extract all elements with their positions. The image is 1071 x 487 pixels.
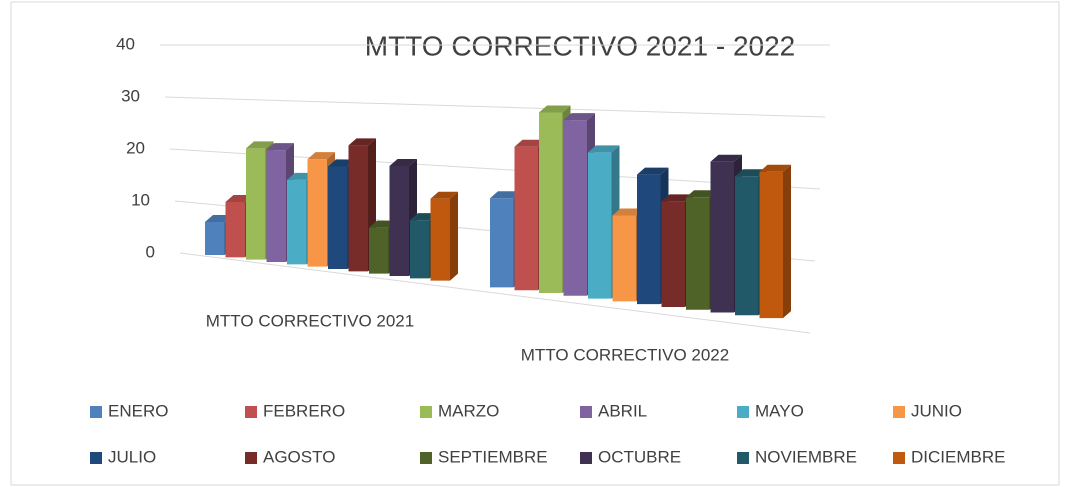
grid-line <box>179 252 811 334</box>
legend-swatch <box>580 452 592 464</box>
bar-front <box>410 220 430 279</box>
bar-top <box>686 190 718 198</box>
bar-front <box>369 227 389 274</box>
bar-front <box>563 120 587 296</box>
x-tick-label: MTTO CORRECTIVO 2022 <box>521 345 729 364</box>
legend-label: ENERO <box>108 401 168 420</box>
bar-front <box>348 145 368 272</box>
bar-front <box>490 198 514 288</box>
legend-swatch <box>420 406 432 418</box>
bar <box>430 191 458 281</box>
bar <box>759 164 791 319</box>
y-tick-label: 40 <box>116 34 135 53</box>
chart-title: MTTO CORRECTIVO 2021 - 2022 <box>365 30 796 61</box>
legend-label: MARZO <box>438 401 499 420</box>
bar-top <box>514 139 546 147</box>
bar-front <box>612 215 636 302</box>
legend-label: JULIO <box>108 447 156 466</box>
bar-top <box>348 138 376 146</box>
legend-swatch <box>90 452 102 464</box>
legend-swatch <box>893 406 905 418</box>
bar-front <box>205 222 225 255</box>
bar-top <box>389 159 417 167</box>
bar-front <box>735 176 759 316</box>
bar-front <box>759 171 783 319</box>
grid-line <box>164 96 826 118</box>
bar-top <box>307 152 335 160</box>
legend-swatch <box>737 406 749 418</box>
bar-front <box>389 166 409 276</box>
bar-front <box>539 112 563 294</box>
bar-top <box>735 169 767 177</box>
bar-front <box>328 166 348 269</box>
bar-front <box>710 161 734 313</box>
bar-top <box>637 167 669 175</box>
legend-swatch <box>245 406 257 418</box>
y-tick-label: 0 <box>146 242 155 261</box>
legend-label: SEPTIEMBRE <box>438 447 548 466</box>
bar-front <box>287 179 307 265</box>
legend-label: MAYO <box>755 401 804 420</box>
bar-top <box>759 164 791 172</box>
legend-swatch <box>580 406 592 418</box>
y-tick-label: 30 <box>121 86 140 105</box>
legend-label: AGOSTO <box>263 447 335 466</box>
bar-top <box>490 191 522 199</box>
bar-front <box>661 201 685 307</box>
bar-front <box>225 202 245 258</box>
bar-top <box>430 191 458 199</box>
bar-front <box>514 146 538 291</box>
y-tick-label: 10 <box>131 190 150 209</box>
bar-front <box>307 159 327 267</box>
bar-side <box>450 191 458 281</box>
legend-label: OCTUBRE <box>598 447 681 466</box>
bar-top <box>612 208 644 216</box>
legend-label: DICIEMBRE <box>911 447 1005 466</box>
x-tick-label: MTTO CORRECTIVO 2021 <box>206 311 414 330</box>
bar-top <box>710 154 742 162</box>
bar-top <box>266 143 294 151</box>
bar-top <box>661 194 693 202</box>
legend-swatch <box>245 452 257 464</box>
legend-swatch <box>420 452 432 464</box>
legend-swatch <box>737 452 749 464</box>
bar-top <box>588 145 620 153</box>
legend-label: NOVIEMBRE <box>755 447 857 466</box>
bar-front <box>266 150 286 262</box>
bar-front <box>686 197 710 310</box>
legend-swatch <box>893 452 905 464</box>
bar-front <box>637 174 661 305</box>
bar-front <box>588 152 612 299</box>
bar-top <box>539 105 571 113</box>
bar-front <box>246 148 266 260</box>
legend-label: JUNIO <box>911 401 962 420</box>
bar-top <box>246 141 274 149</box>
legend-label: ABRIL <box>598 401 647 420</box>
legend-label: FEBRERO <box>263 401 345 420</box>
bar-side <box>783 164 791 319</box>
bar-top <box>563 113 595 121</box>
y-tick-label: 20 <box>126 138 145 157</box>
legend-swatch <box>90 406 102 418</box>
bar-front <box>430 198 450 281</box>
